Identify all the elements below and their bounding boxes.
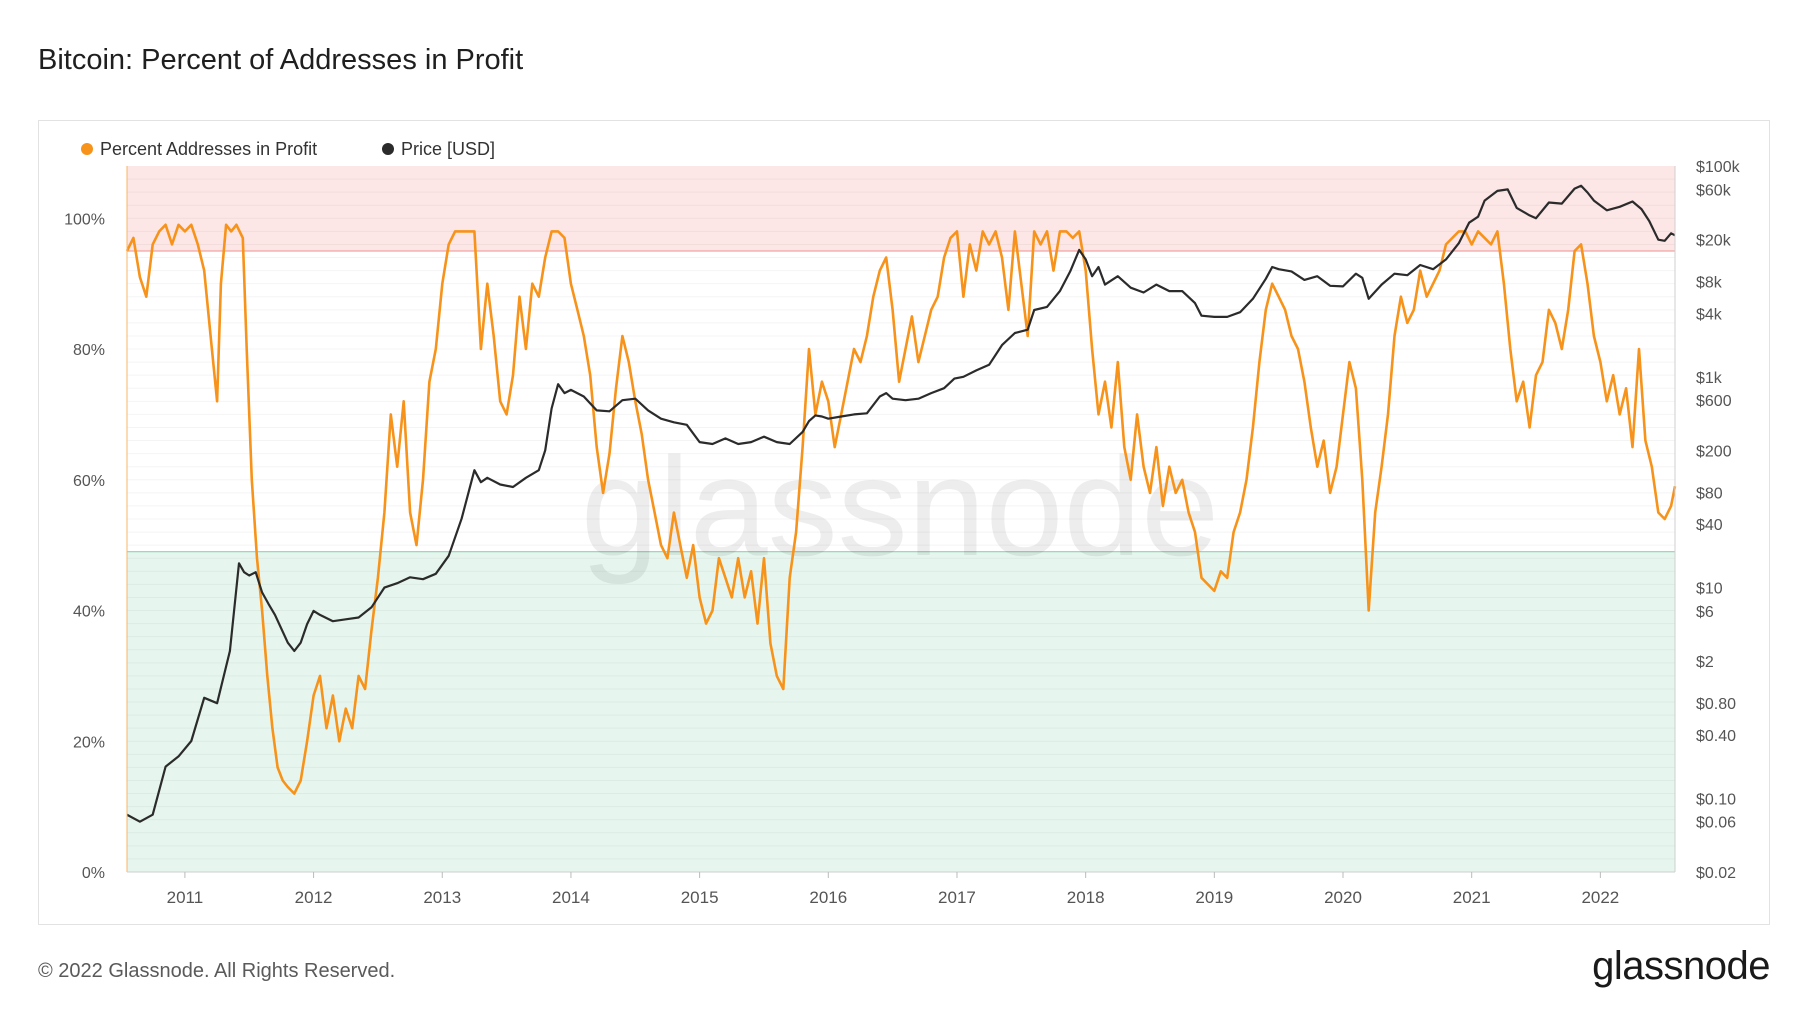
y-right-tick-label: $6 — [1696, 604, 1714, 621]
x-tick-label: 2021 — [1453, 888, 1491, 907]
copyright-footer: © 2022 Glassnode. All Rights Reserved. — [38, 960, 396, 982]
x-tick-label: 2012 — [295, 888, 333, 907]
y-right-tick-label: $20k — [1696, 233, 1732, 250]
chart-frame — [38, 120, 1770, 925]
y-right-tick-label: $60k — [1696, 182, 1732, 199]
gridline-layer — [127, 178, 1675, 860]
x-tick-label: 2011 — [167, 888, 204, 907]
y-right-tick-label: $2 — [1696, 654, 1714, 671]
watermark-text: glassnode — [581, 428, 1219, 585]
y-right-tick-label: $10 — [1696, 581, 1723, 598]
percent-in-profit-line — [125, 223, 1677, 795]
y-left-tick-label: 20% — [73, 734, 105, 751]
y-right-tick-label: $80 — [1696, 485, 1723, 502]
brand-logo[interactable]: glassnode — [1592, 944, 1770, 988]
y-right-tick-label: $8k — [1696, 275, 1723, 292]
y-left-tick-label: 40% — [73, 604, 105, 621]
legend-marker-profit — [81, 143, 93, 155]
y-right-tick-label: $100k — [1696, 159, 1741, 176]
band-layer — [127, 166, 1675, 872]
legend-label-profit[interactable]: Percent Addresses in Profit — [100, 139, 317, 159]
legend-label-price[interactable]: Price [USD] — [401, 139, 495, 159]
high-band-area — [127, 166, 1675, 251]
x-tick-label: 2019 — [1195, 888, 1233, 907]
y-left-tick-label: 100% — [64, 211, 105, 228]
low-band-area — [127, 551, 1675, 872]
y-right-tick-label: $0.02 — [1696, 865, 1736, 882]
y-right-tick-label: $0.06 — [1696, 815, 1736, 832]
axes-layer: 0% 20% 40% 60% 80% 100% $0.02 $0.06 $0.10 $0.40 $0… — [64, 159, 1741, 907]
x-tick-label: 2013 — [423, 888, 461, 907]
price-usd-line — [126, 184, 1676, 823]
x-tick-label: 2017 — [938, 888, 976, 907]
y-left-tick-label: 0% — [82, 865, 105, 882]
y-left-tick-label: 80% — [73, 342, 105, 359]
x-tick-label: 2015 — [681, 888, 719, 907]
y-left-tick-label: 60% — [73, 473, 105, 490]
legend: Percent Addresses in Profit Price [USD] — [81, 139, 495, 159]
x-tick-label: 2020 — [1324, 888, 1362, 907]
x-tick-label: 2018 — [1067, 888, 1105, 907]
x-tick-label: 2022 — [1581, 888, 1619, 907]
y-right-tick-label: $0.40 — [1696, 728, 1736, 745]
y-right-tick-label: $4k — [1696, 306, 1723, 323]
y-right-tick-label: $600 — [1696, 393, 1732, 410]
chart-title: Bitcoin: Percent of Addresses in Profit — [38, 44, 524, 76]
x-tick-label: 2016 — [809, 888, 847, 907]
x-tick-label: 2014 — [552, 888, 590, 907]
series-layer — [125, 184, 1677, 823]
y-right-tick-label: $0.10 — [1696, 791, 1736, 808]
y-right-tick-label: $200 — [1696, 443, 1732, 460]
y-right-tick-label: $1k — [1696, 370, 1723, 387]
legend-marker-price — [382, 143, 394, 155]
y-right-tick-label: $0.80 — [1696, 696, 1736, 713]
y-right-tick-label: $40 — [1696, 517, 1723, 534]
